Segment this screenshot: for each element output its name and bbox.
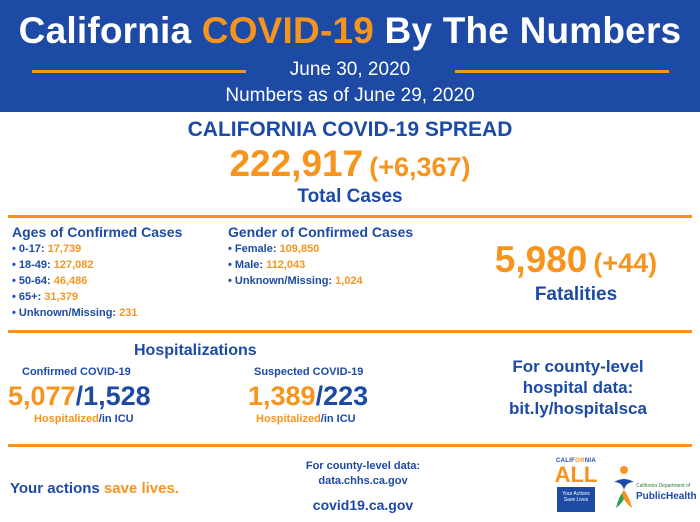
gender-title: Gender of Confirmed Cases [228, 224, 414, 240]
confirmed-icu-value: 1,528 [83, 381, 151, 411]
fatalities-figure: 5,980 (+44) [462, 239, 690, 281]
list-item: • 0-17: 17,739 [12, 243, 82, 255]
total-cases-figure: 222,917 (+6,367) [0, 143, 700, 185]
county-data-link[interactable]: data.chhs.ca.gov [318, 475, 408, 487]
ages-list: • 0-17: 17,739 • 18-49: 127,082 • 50-64:… [12, 241, 138, 321]
divider [8, 444, 692, 447]
fatalities-delta: (+44) [593, 248, 658, 278]
suspected-sublabel: Hospitalized/in ICU [256, 413, 356, 425]
header-banner: California COVID-19 By The Numbers June … [0, 0, 700, 112]
hospital-data-link[interactable]: bit.ly/hospitalsca [509, 399, 647, 418]
list-item: • 18-49: 127,082 [12, 259, 94, 271]
suspected-hospitalizations: Suspected COVID-19 [254, 366, 363, 378]
report-date: June 30, 2020 [289, 59, 411, 80]
gender-list: • Female: 109,850 • Male: 112,043 • Unkn… [228, 241, 363, 289]
header-rule-left [32, 70, 246, 73]
slogan: Your actions save lives. [10, 480, 179, 497]
title-prefix: California [18, 10, 202, 51]
suspected-icu-value: 223 [323, 381, 369, 411]
total-cases-delta: (+6,367) [369, 152, 471, 182]
header-rule-right [455, 70, 669, 73]
ages-title: Ages of Confirmed Cases [12, 224, 183, 240]
public-health-figure-icon [614, 466, 634, 508]
fatalities-label: Fatalities [534, 284, 618, 305]
hospitalizations-title: Hospitalizations [134, 342, 257, 359]
title-suffix: By The Numbers [374, 10, 682, 51]
list-item: • 65+: 31,379 [12, 291, 78, 303]
list-item: • Female: 109,850 [228, 243, 320, 255]
confirmed-label: Confirmed COVID-19 [22, 366, 131, 378]
public-health-logo: California Department of PublicHealth [612, 462, 697, 514]
fatalities-value: 5,980 [494, 239, 588, 280]
county-hospital-data: For county-level hospital data: bit.ly/h… [478, 356, 678, 419]
suspected-hospitalized-value: 1,389 [248, 381, 316, 411]
suspected-label: Suspected COVID-19 [254, 366, 364, 378]
spread-title: CALIFORNIA COVID-19 SPREAD [187, 118, 513, 141]
website-link[interactable]: covid19.ca.gov [312, 497, 414, 513]
confirmed-sublabel: Hospitalized/in ICU [34, 413, 134, 425]
list-item: • Unknown/Missing: 231 [12, 307, 138, 319]
numbers-as-of: Numbers as of June 29, 2020 [225, 85, 475, 106]
confirmed-figures: 5,077/1,528 [8, 381, 151, 411]
title-highlight: COVID-19 [201, 10, 375, 51]
divider [8, 330, 692, 333]
county-data-info: For county-level data: data.chhs.ca.gov [274, 459, 452, 489]
california-all-logo: CALIFORNIA ALL Your Actions Save Lives [549, 458, 603, 514]
list-item: • 50-64: 46,486 [12, 275, 88, 287]
list-item: • Unknown/Missing: 1,024 [228, 275, 363, 287]
total-cases-value: 222,917 [229, 143, 364, 184]
divider [8, 215, 692, 218]
confirmed-hospitalizations: Confirmed COVID-19 [22, 366, 131, 378]
total-cases-label: Total Cases [297, 186, 403, 207]
confirmed-hospitalized-value: 5,077 [8, 381, 76, 411]
list-item: • Male: 112,043 [228, 259, 306, 271]
page-title: California COVID-19 By The Numbers [0, 10, 700, 52]
suspected-figures: 1,389/223 [248, 381, 369, 411]
